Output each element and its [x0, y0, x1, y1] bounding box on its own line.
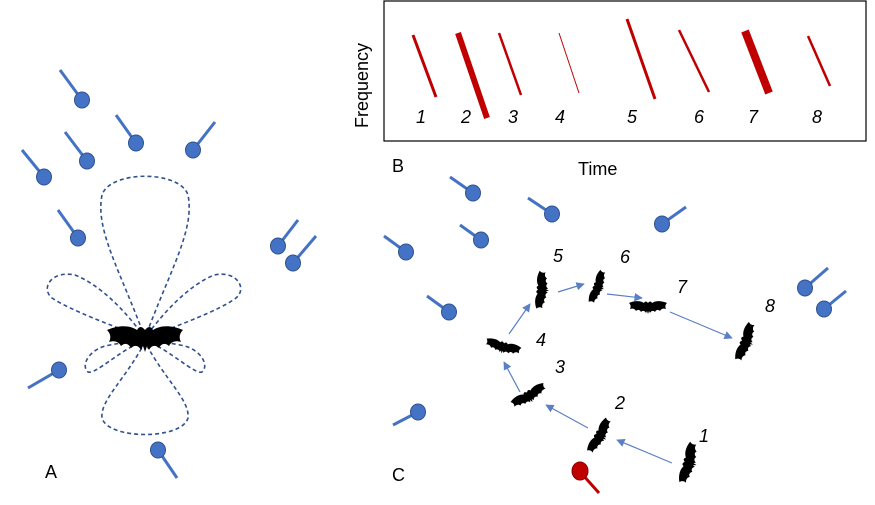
call-sweep-4 [558, 32, 580, 94]
call-sweep-8 [806, 35, 832, 87]
call-label-3: 3 [508, 107, 518, 127]
insect-icon [383, 234, 414, 261]
y-axis-label: Frequency [352, 43, 372, 128]
beam-lobe-right [142, 273, 242, 340]
bat-label-2: 2 [614, 393, 625, 413]
call-sweep-5 [625, 18, 657, 100]
arrow-2-3 [545, 404, 589, 429]
bat-label-4: 4 [536, 330, 546, 350]
beam-lobe-front [100, 175, 190, 341]
insect-icon [459, 223, 489, 249]
panel-c: 1 2 3 4 5 6 7 8 C [383, 175, 847, 495]
bat-silhouette-icon [107, 326, 183, 352]
insect-icon [185, 121, 217, 159]
beam-pattern [46, 175, 242, 436]
insect-icon [654, 205, 687, 233]
insect-icon [426, 294, 457, 321]
insect-icon [27, 361, 67, 390]
insect-icon [20, 149, 52, 186]
beam-lobe-left [46, 273, 148, 340]
target-insect-icon [571, 461, 601, 495]
arrow-6-7 [606, 292, 643, 302]
insects-c [383, 175, 847, 427]
call-label-8: 8 [812, 107, 822, 127]
insect-icon [816, 289, 847, 318]
arrow-7-8 [669, 311, 733, 339]
bat-label-5: 5 [553, 246, 564, 266]
panel-a: A [20, 69, 318, 482]
insect-icon [285, 235, 318, 272]
insect-icon [797, 266, 829, 297]
call-sweep-6 [677, 29, 711, 93]
panel-label-c: C [392, 465, 405, 485]
beam-lobe-back [101, 340, 189, 436]
call-sweep-3 [497, 32, 523, 96]
bat-2-icon [585, 416, 616, 456]
bat-label-6: 6 [620, 247, 631, 267]
call-label-4: 4 [555, 107, 565, 127]
trajectory-arrows [503, 282, 733, 464]
insect-icon [114, 114, 144, 152]
insect-icon [270, 219, 300, 255]
call-label-5: 5 [627, 107, 638, 127]
call-sweep-1 [411, 34, 438, 98]
call-label-2: 2 [460, 107, 471, 127]
insect-icon [392, 403, 426, 427]
insect-icon [150, 441, 179, 479]
bat-3-icon [509, 381, 549, 412]
insect-icon [449, 175, 481, 202]
arrow-3-4 [503, 361, 521, 393]
insects-a [20, 69, 318, 479]
bat-positions [483, 269, 760, 486]
bat-5-icon [534, 270, 551, 310]
insect-icon [56, 209, 86, 247]
insect-icon [527, 196, 560, 223]
call-labels: 1 2 3 4 5 6 7 8 [416, 107, 822, 127]
panel-label-b: B [392, 156, 404, 176]
bat-8-icon [733, 321, 760, 364]
call-sweep-2 [455, 32, 490, 119]
call-label-1: 1 [416, 107, 426, 127]
call-sweeps [411, 18, 832, 119]
bat-6-icon [587, 269, 610, 306]
panel-label-a: A [45, 462, 57, 482]
arrow-4-5 [508, 303, 531, 335]
bat-label-8: 8 [765, 296, 775, 316]
bat-7-icon [629, 301, 667, 314]
bat-labels: 1 2 3 4 5 6 7 8 [536, 246, 775, 446]
insect-icon [63, 131, 95, 170]
bat-label-1: 1 [699, 426, 709, 446]
bat-label-3: 3 [555, 357, 565, 377]
spectrogram-frame [383, 0, 867, 142]
arrow-1-2 [616, 439, 673, 464]
call-sweep-7 [741, 29, 773, 95]
call-label-7: 7 [748, 107, 759, 127]
bat-label-7: 7 [677, 277, 688, 297]
call-label-6: 6 [694, 107, 705, 127]
arrow-5-6 [557, 282, 585, 293]
x-axis-label: Time [578, 159, 617, 179]
panel-b: Frequency Time 1 2 3 4 5 6 7 8 B [352, 0, 867, 179]
bat-4-icon [483, 336, 522, 359]
insect-icon [58, 69, 90, 109]
bat-1-icon [677, 441, 702, 486]
